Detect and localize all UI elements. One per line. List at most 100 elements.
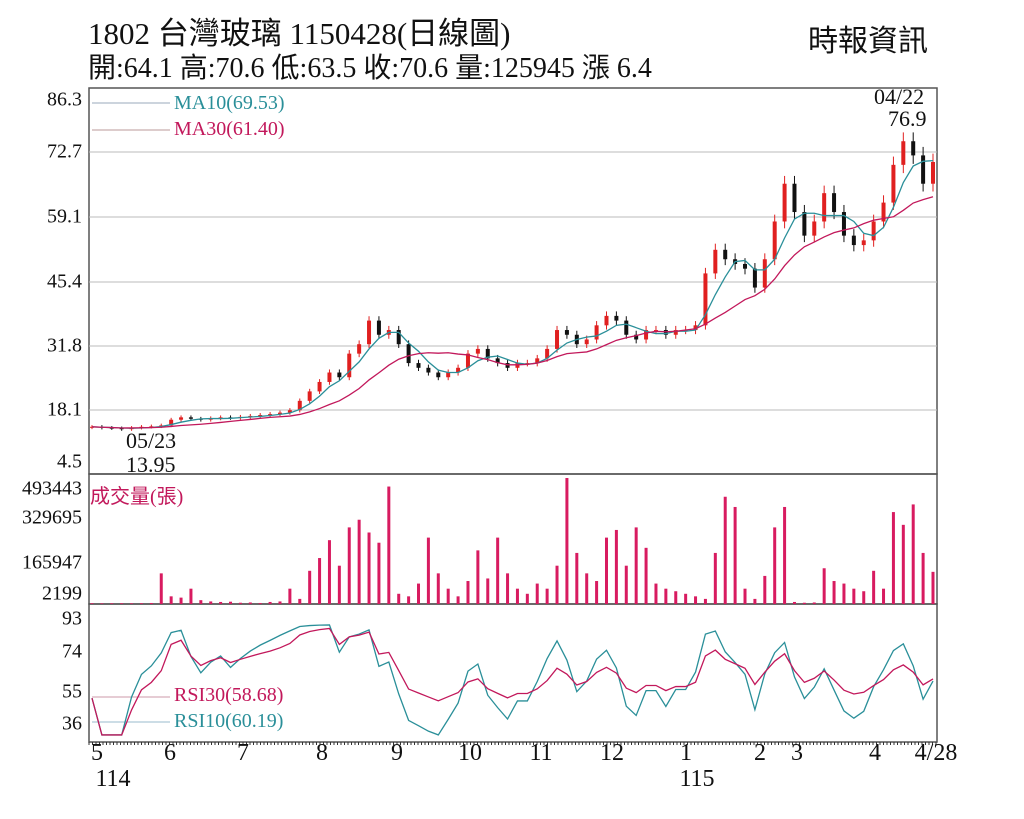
volume-bar — [90, 603, 94, 604]
volume-bar — [120, 603, 124, 604]
volume-bar — [278, 601, 282, 604]
volume-bar — [723, 496, 727, 604]
volume-bar — [842, 583, 846, 604]
candle-body — [307, 391, 312, 401]
volume-bar — [367, 532, 371, 604]
volume-bar — [812, 602, 816, 604]
month-label: 11 — [529, 740, 553, 766]
volume-bar — [209, 601, 213, 604]
candle-body — [268, 414, 273, 416]
candle-body — [376, 320, 381, 335]
volume-bar — [664, 588, 668, 604]
candle-body — [703, 273, 708, 326]
volume-bar — [189, 588, 193, 604]
volume-bar — [436, 573, 440, 604]
volume-bar — [337, 565, 341, 604]
candle-body — [851, 235, 856, 246]
volume-bar — [199, 600, 203, 604]
volume-bar — [258, 602, 262, 604]
candle-body — [545, 348, 550, 359]
candle-body — [792, 183, 797, 213]
month-label: 10 — [458, 740, 482, 766]
month-label: 1 — [680, 740, 692, 766]
candle-body — [772, 221, 777, 260]
volume-bar — [753, 598, 757, 604]
price-tick: 86.3 — [47, 88, 82, 111]
candle-body — [604, 315, 609, 326]
candle-body — [297, 400, 302, 411]
candle-body — [723, 249, 728, 260]
volume-bar — [506, 573, 510, 604]
volume-bar — [743, 588, 747, 604]
volume-bar — [426, 537, 430, 604]
price-tick: 59.1 — [47, 205, 82, 228]
month-label: 2 — [754, 740, 766, 766]
volume-bar — [862, 591, 866, 604]
year-label: 114 — [95, 766, 131, 792]
volume-bar — [496, 537, 500, 604]
candle-body — [277, 412, 282, 415]
candle-body — [891, 164, 896, 203]
candle-body — [871, 221, 876, 241]
volume-bar — [229, 601, 233, 604]
candle-body — [802, 212, 807, 236]
month-label: 6 — [164, 740, 176, 766]
panel-frame — [88, 87, 938, 475]
ma30-legend: MA30(61.40) — [174, 118, 285, 140]
month-label: 5 — [91, 740, 103, 766]
rsi-tick: 55 — [62, 680, 82, 703]
candle-body — [169, 419, 174, 426]
volume-bar — [882, 588, 886, 604]
volume-bar — [733, 506, 737, 604]
volume-bar — [139, 603, 143, 604]
candle-body — [713, 249, 718, 274]
volume-bar — [802, 602, 806, 604]
candle-body — [287, 410, 292, 413]
volume-bar — [555, 565, 559, 604]
volume-bar — [327, 540, 331, 604]
volume-bar — [595, 581, 599, 604]
rsi-tick: 93 — [62, 607, 82, 630]
candle-body — [436, 372, 441, 378]
candle-body — [921, 155, 926, 184]
volume-bar — [268, 601, 272, 604]
candle-body — [396, 330, 401, 345]
month-label: 4/28 — [914, 740, 958, 766]
volume-bar — [130, 603, 134, 604]
candle-body — [119, 428, 124, 430]
volume-bar — [634, 527, 638, 604]
volume-bar — [387, 486, 391, 604]
candle-body — [535, 358, 540, 364]
high-date: 04/22 — [874, 84, 925, 109]
volume-bar — [565, 478, 569, 604]
volume-bar — [545, 588, 549, 604]
volume-bar — [644, 547, 648, 604]
volume-bar — [179, 597, 183, 604]
candle-body — [762, 259, 767, 288]
volume-bar — [684, 593, 688, 604]
volume-tick: 165947 — [22, 551, 82, 574]
candle-body — [584, 339, 589, 345]
volume-bar — [901, 524, 905, 604]
candle-body — [673, 330, 678, 335]
rsi30-legend: RSI30(58.68) — [174, 684, 284, 706]
rsi-tick: 74 — [62, 640, 82, 663]
candle-body — [525, 363, 530, 365]
volume-bar — [585, 573, 589, 604]
volume-tick: 329695 — [22, 506, 82, 529]
candle-body — [109, 427, 114, 429]
candle-body — [931, 162, 935, 184]
volume-bar — [575, 552, 579, 604]
volume-bar — [614, 529, 618, 604]
ma30-line — [91, 196, 934, 429]
volume-bar — [763, 575, 767, 604]
volume-bar — [248, 602, 252, 604]
candle-body — [149, 426, 154, 428]
candle-body — [337, 372, 342, 378]
candle-body — [317, 381, 322, 392]
year-label: 115 — [679, 766, 715, 792]
month-label: 7 — [237, 740, 249, 766]
volume-bar — [832, 581, 836, 604]
volume-tick: 2199 — [42, 582, 82, 605]
candle-body — [357, 344, 362, 354]
